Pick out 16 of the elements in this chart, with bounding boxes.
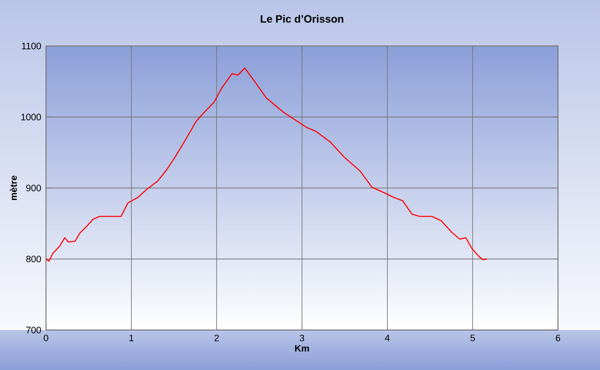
x-axis-title: Km [295, 345, 309, 352]
chart-title: Le Pic d’Orisson [260, 14, 344, 23]
x-tick-label: 1 [129, 334, 134, 342]
y-tick-label: 900 [26, 184, 41, 192]
x-tick-label: 0 [44, 334, 48, 342]
y-tick-label: 700 [26, 326, 41, 334]
y-tick-label: 1100 [22, 42, 41, 50]
y-tick-label: 1000 [21, 114, 41, 120]
x-tick-label: 3 [300, 334, 304, 342]
line-series [46, 67, 488, 262]
x-tick-label: 5 [470, 334, 475, 342]
y-tick-label: 800 [26, 256, 41, 262]
x-tick-label: 6 [556, 334, 560, 342]
x-tick-label: 4 [384, 334, 390, 342]
y-axis-title: mètre [10, 176, 17, 200]
x-tick-label: 2 [214, 334, 219, 342]
